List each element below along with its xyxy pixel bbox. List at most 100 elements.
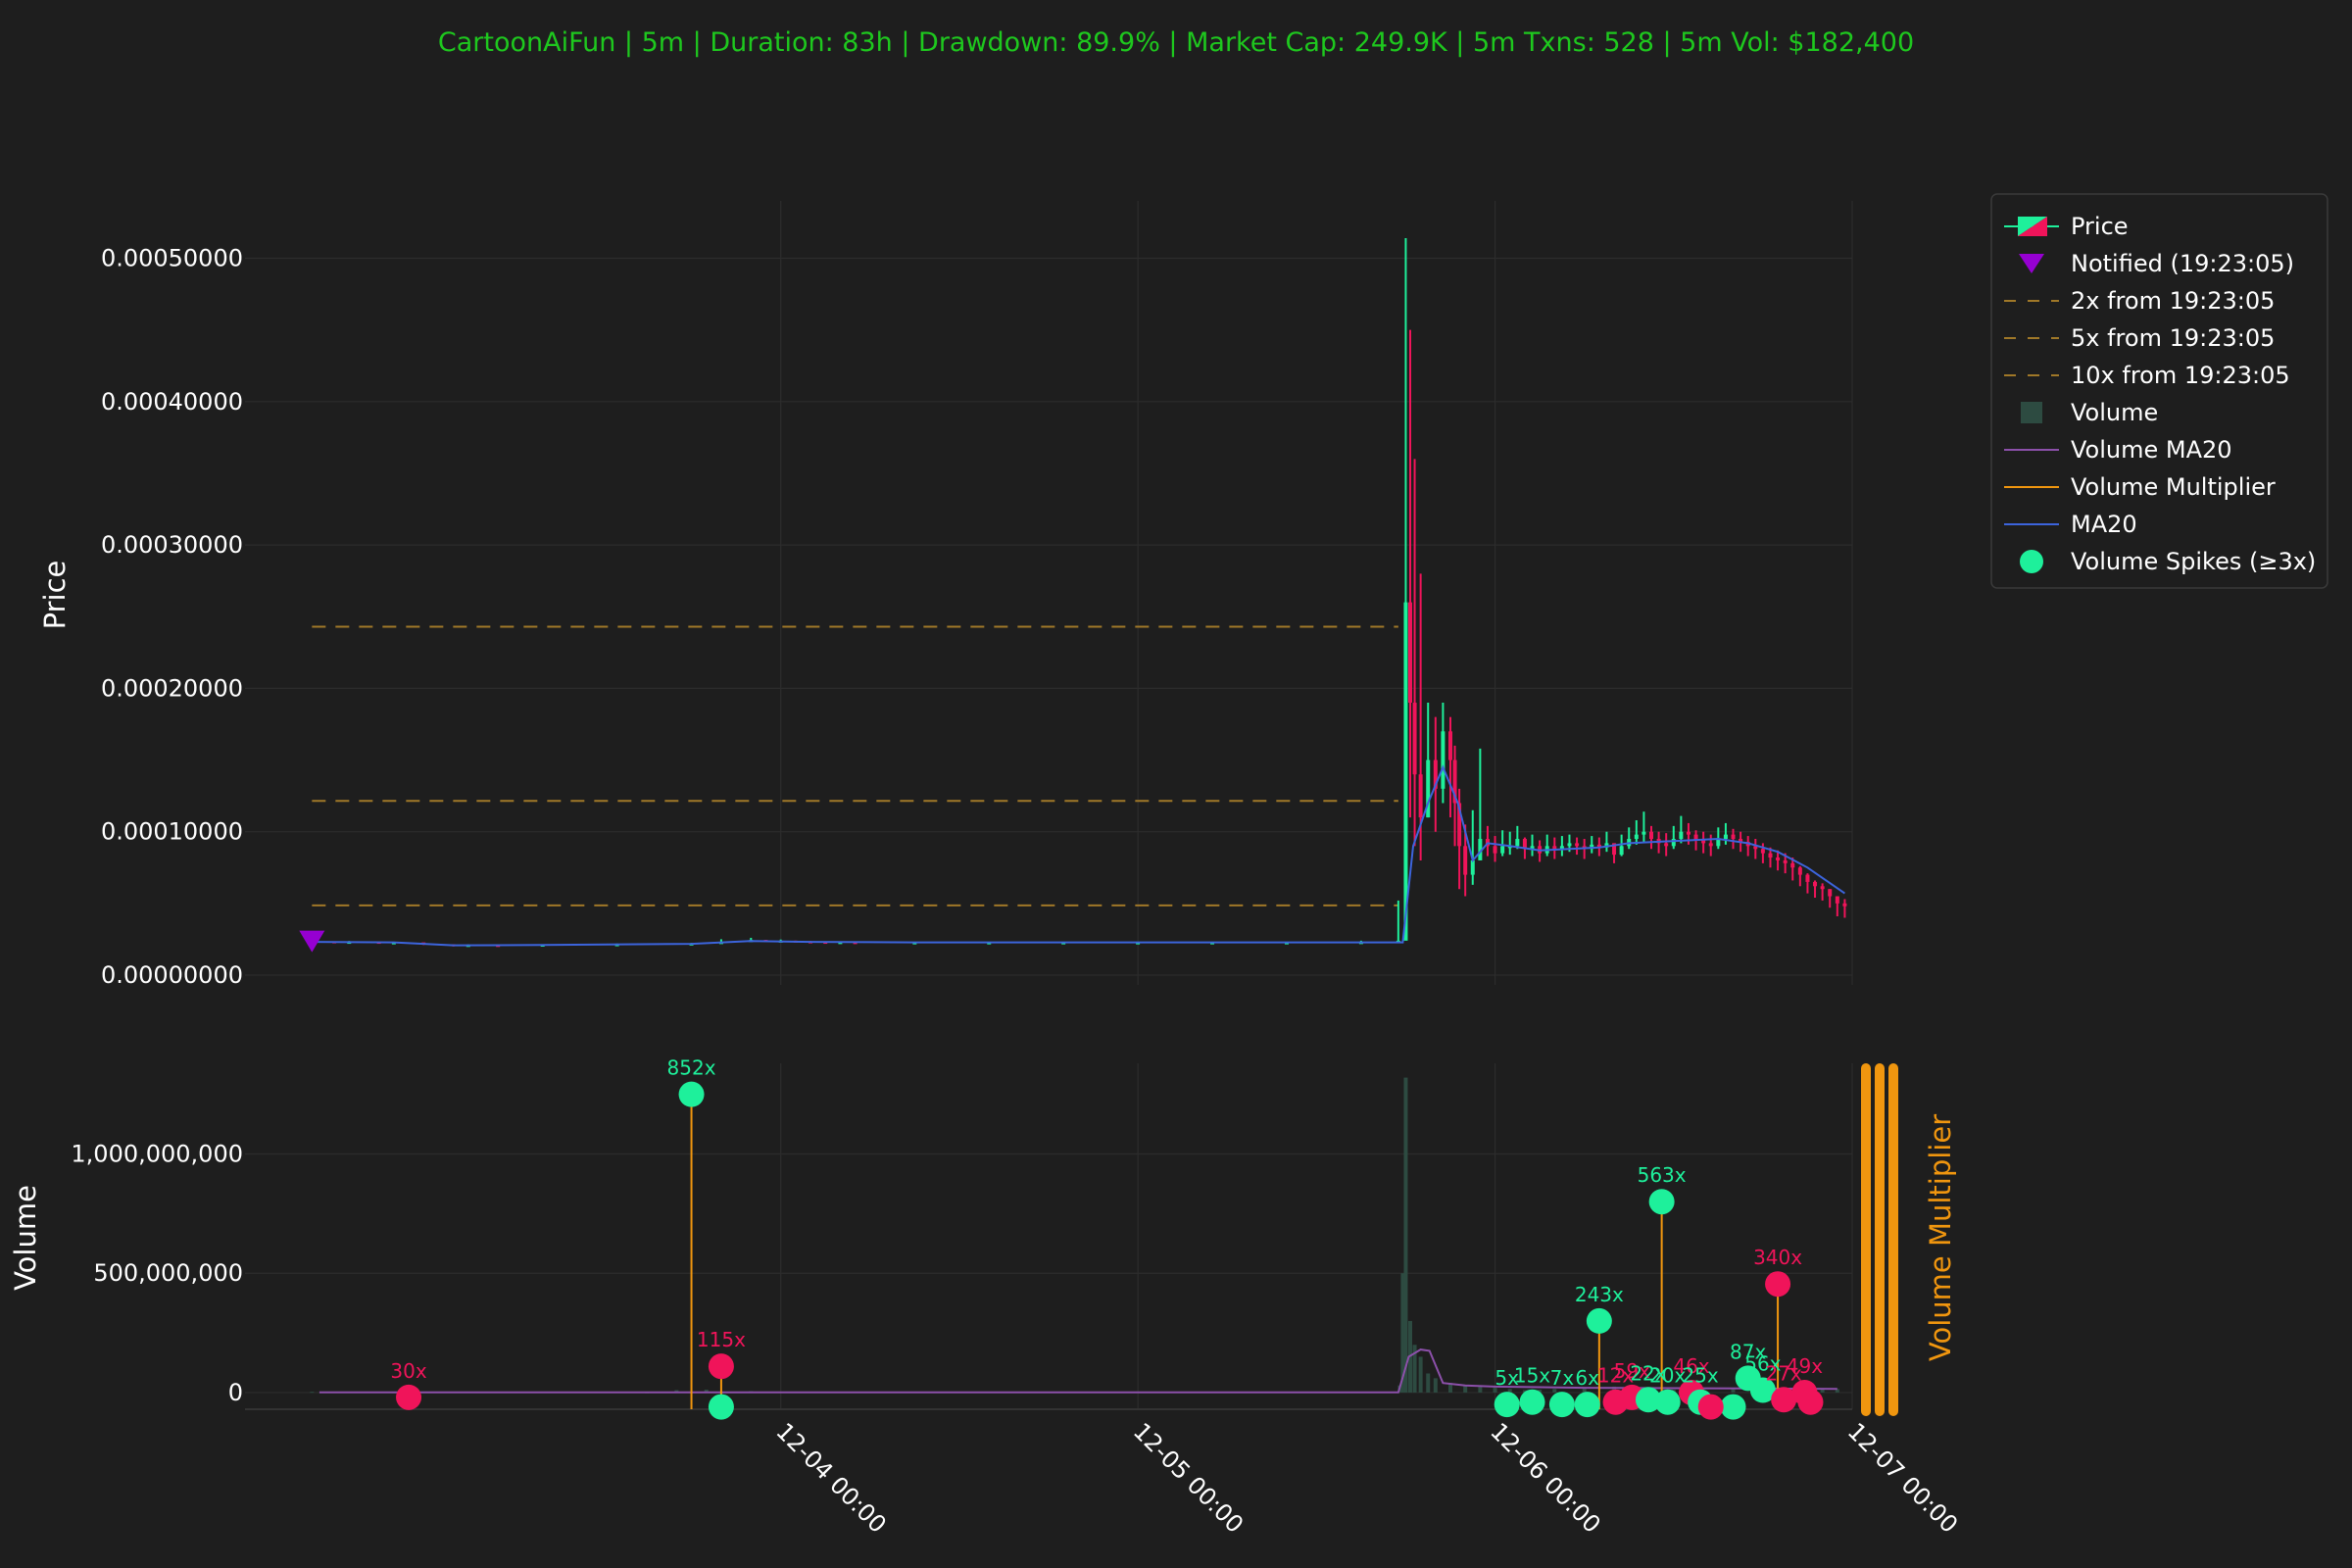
price-candle-body: [838, 942, 843, 945]
price-candle-body: [1842, 903, 1847, 906]
volume-multiplier-axis: [1861, 1063, 1898, 1416]
volume-spike-point: [1494, 1392, 1520, 1418]
volume-spike-label: 49x: [1787, 1354, 1823, 1378]
volume-bar: [1478, 1386, 1483, 1393]
price-candle-body: [1820, 886, 1825, 890]
legend-price-icon: [2018, 217, 2047, 236]
legend-volume-icon: [2021, 402, 2042, 423]
price-y-tick: 0.00040000: [101, 388, 243, 416]
price-candle-body: [1478, 839, 1483, 860]
volume-bar: [1412, 1345, 1417, 1393]
price-grid: [245, 201, 1853, 985]
price-candle-body: [1619, 846, 1624, 856]
price-candles: [310, 238, 1847, 948]
legend-label: Price: [2071, 213, 2129, 240]
legend-box: [1990, 193, 2328, 589]
volume-spike-point: [1574, 1392, 1600, 1418]
volume-spike-label: 56x: [1744, 1352, 1781, 1376]
volume-spike-label: 27x: [1765, 1361, 1801, 1385]
price-candle-body: [987, 942, 992, 945]
volume-spike-label: 5x: [1494, 1366, 1519, 1390]
legend-label: Notified (19:23:05): [2071, 250, 2294, 277]
price-candle-body: [1768, 853, 1773, 858]
volume-spike-point: [1797, 1389, 1824, 1415]
price-candle-body: [1776, 858, 1781, 860]
volume-spike-point: [396, 1384, 422, 1410]
price-candle-body: [1493, 846, 1497, 854]
volume-bar: [1835, 1389, 1839, 1393]
x-tick-label: 12-07 00:00: [1842, 1417, 1963, 1538]
level-lines: [312, 625, 1398, 906]
volume-spike-label: 340x: [1753, 1246, 1802, 1269]
volume-bar: [1426, 1373, 1431, 1393]
price-candle-body: [1418, 774, 1423, 818]
volume-spike-point: [1635, 1387, 1661, 1413]
legend-label: 2x from 19:23:05: [2071, 287, 2275, 315]
price-candle-body: [1426, 760, 1431, 818]
price-y-label: Price: [38, 561, 72, 630]
price-candle-body: [1805, 874, 1810, 882]
volume-spike-point: [1771, 1387, 1797, 1413]
price-candle-body: [1649, 831, 1653, 840]
price-candle-body: [1612, 843, 1617, 856]
price-candle-body: [1403, 602, 1408, 941]
price-y-tick: 0.00020000: [101, 674, 243, 702]
price-candle-body: [1136, 942, 1141, 945]
volume-spike-label: 563x: [1638, 1163, 1687, 1187]
volume-bar: [1820, 1388, 1825, 1393]
legend-items: Price Notified (19:23:05) 2x from 19:23:05…: [2004, 213, 2316, 575]
volume-spike-point: [1519, 1389, 1545, 1415]
price-candle-body: [1590, 844, 1594, 850]
volume-bar: [1463, 1385, 1468, 1393]
price-y-ticks: 0.00000000 0.00010000 0.00020000 0.00030000…: [101, 245, 243, 989]
price-candle-body: [1671, 839, 1676, 847]
price-candle-body: [1552, 846, 1557, 850]
price-candle-body: [1567, 843, 1572, 847]
price-candle-body: [1596, 844, 1601, 848]
price-y-tick: 0.00030000: [101, 531, 243, 559]
price-y-tick: 0.00000000: [101, 961, 243, 989]
price-candle-body: [1790, 862, 1795, 868]
volume-spike-label: 15x: [1514, 1364, 1550, 1388]
price-candle-body: [1463, 846, 1468, 875]
price-candle-body: [1723, 834, 1728, 840]
price-candle-body: [1642, 831, 1646, 835]
legend-label: 5x from 19:23:05: [2071, 324, 2275, 352]
volume-bar: [1403, 1077, 1408, 1393]
price-candle-body: [1448, 731, 1452, 760]
price-candle-body: [1457, 803, 1462, 847]
price-candle-body: [1701, 840, 1706, 844]
price-candle-body: [1835, 896, 1839, 904]
price-candle-body: [1507, 846, 1512, 849]
price-candle-body: [912, 942, 917, 945]
price-candle-body: [1210, 942, 1215, 945]
volume-bar: [1448, 1383, 1452, 1393]
volume-y-ticks: 0 500,000,000 1,000,000,000: [71, 1141, 243, 1406]
price-candle-body: [1753, 846, 1758, 850]
volume-ma20-line: [318, 1348, 1838, 1394]
volume-bars: [310, 1077, 1839, 1394]
ma20-line: [312, 764, 1845, 947]
volume-multiplier-axis-mark: [1861, 1063, 1871, 1416]
price-candle-body: [1739, 839, 1743, 842]
x-tick-label: 12-05 00:00: [1128, 1417, 1249, 1538]
price-candle-body: [1828, 889, 1833, 897]
x-axis-ticks: 12-04 00:00 12-05 00:00 12-06 00:00 12-07 0…: [770, 1417, 1963, 1538]
volume-spike-label: 59x: [1614, 1359, 1650, 1383]
price-candle-body: [1284, 942, 1289, 945]
volume-y-tick: 0: [228, 1379, 243, 1406]
price-candle-body: [1731, 834, 1736, 840]
price-plot-area: [245, 201, 1852, 1000]
price-candle-body: [1716, 839, 1721, 847]
legend-notified-icon: [2019, 254, 2044, 273]
volume-bar: [1400, 1273, 1405, 1393]
legend: Price Notified (19:23:05) 2x from 19:23:05…: [1990, 193, 2328, 589]
price-candle-body: [1686, 831, 1690, 835]
volume-spike-point: [708, 1353, 734, 1380]
volume-spike-label: 852x: [667, 1056, 716, 1080]
volume-bar: [1493, 1388, 1497, 1393]
volume-spike-point: [1765, 1271, 1791, 1298]
price-candle-body: [1679, 831, 1684, 840]
volume-spike-label: 6x: [1575, 1366, 1599, 1390]
